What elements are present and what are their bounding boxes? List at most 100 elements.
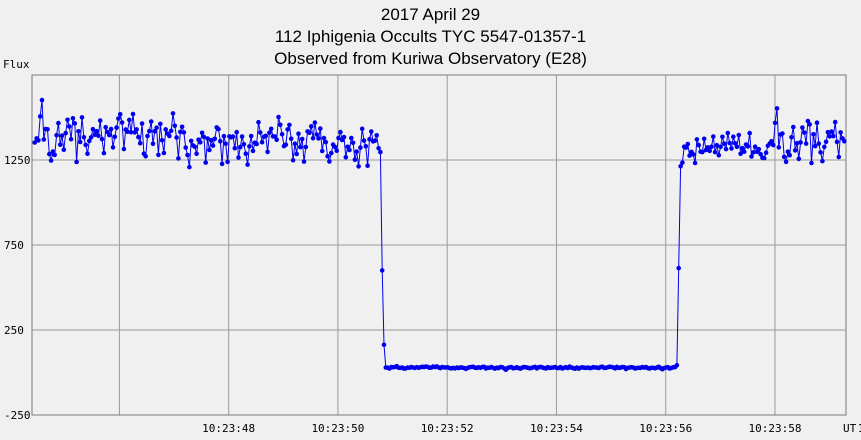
data-point: [85, 151, 90, 156]
x-tick-label: 10:23:52: [421, 422, 474, 435]
data-point: [354, 149, 360, 154]
x-axis-label: UT: [843, 422, 857, 435]
data-point: [148, 119, 154, 124]
data-point: [363, 144, 369, 149]
data-point: [283, 142, 289, 147]
data-point: [303, 144, 309, 150]
data-point: [125, 129, 130, 134]
data-point: [163, 127, 168, 132]
data-point: [287, 122, 292, 128]
data-point: [718, 144, 723, 150]
data-point: [749, 154, 754, 159]
data-point: [327, 159, 332, 164]
data-point: [816, 141, 822, 146]
data-point: [263, 133, 269, 139]
data-point: [780, 131, 785, 136]
data-point: [732, 141, 738, 146]
data-point: [714, 142, 720, 148]
data-point: [88, 135, 94, 140]
data-point: [108, 126, 114, 132]
x-tick-label: 10:23:58: [748, 422, 801, 435]
data-point: [709, 144, 714, 149]
data-point: [63, 130, 68, 136]
data-point: [256, 119, 261, 125]
data-point: [68, 136, 74, 142]
data-point: [154, 125, 159, 130]
data-point: [319, 148, 325, 154]
data-point: [809, 160, 814, 166]
data-point: [110, 145, 116, 150]
data-point: [769, 139, 774, 144]
data-point: [208, 137, 214, 143]
data-point: [343, 154, 349, 160]
data-point: [47, 151, 52, 157]
data-point: [158, 121, 163, 127]
data-point: [676, 265, 681, 271]
data-point: [361, 138, 367, 143]
data-point: [738, 151, 743, 157]
data-point: [159, 138, 165, 143]
data-point: [203, 160, 208, 165]
data-point: [192, 144, 198, 149]
data-point: [205, 136, 210, 141]
data-point: [310, 135, 316, 141]
data-point: [274, 137, 280, 143]
data-point: [741, 149, 747, 154]
data-point: [794, 140, 800, 146]
data-point: [356, 164, 361, 169]
data-point: [299, 136, 305, 142]
data-point: [156, 152, 161, 158]
data-point: [350, 140, 356, 146]
data-point: [194, 151, 199, 157]
data-point: [731, 134, 736, 139]
data-point: [90, 126, 96, 132]
data-point: [692, 160, 698, 166]
data-point: [740, 145, 745, 151]
data-point: [318, 126, 323, 131]
data-point: [781, 154, 787, 160]
data-point: [92, 132, 98, 138]
data-point: [238, 144, 243, 150]
data-point: [243, 151, 249, 156]
data-point: [121, 146, 127, 152]
data-point: [172, 123, 178, 129]
data-point: [814, 120, 820, 125]
data-point: [67, 124, 72, 129]
data-point: [683, 145, 689, 150]
data-point: [187, 164, 192, 170]
data-point: [145, 133, 150, 139]
data-point: [183, 145, 188, 150]
data-point: [838, 130, 843, 135]
data-point: [358, 145, 363, 150]
data-point: [792, 148, 798, 153]
data-point: [199, 130, 205, 136]
data-point: [127, 117, 132, 123]
data-point: [161, 150, 167, 156]
data-point: [97, 118, 103, 123]
data-point: [216, 126, 221, 132]
data-point: [696, 142, 701, 148]
data-point: [94, 128, 99, 134]
data-point: [70, 116, 76, 121]
data-point: [279, 131, 285, 137]
data-point: [39, 97, 45, 103]
data-point: [336, 135, 341, 141]
data-point: [834, 139, 840, 145]
data-point: [218, 138, 223, 144]
data-point: [152, 128, 158, 134]
data-point: [376, 146, 381, 151]
y-tick-label: 1250: [4, 154, 31, 167]
grid: [32, 75, 846, 416]
data-point: [114, 125, 119, 130]
data-point: [267, 130, 272, 135]
data-point: [712, 149, 718, 155]
data-point: [128, 130, 134, 135]
data-point: [802, 130, 807, 135]
data-point: [278, 122, 283, 128]
data-point: [791, 124, 796, 130]
data-point: [716, 152, 722, 158]
data-point: [685, 141, 691, 147]
data-point: [210, 143, 216, 148]
data-point: [379, 268, 385, 273]
